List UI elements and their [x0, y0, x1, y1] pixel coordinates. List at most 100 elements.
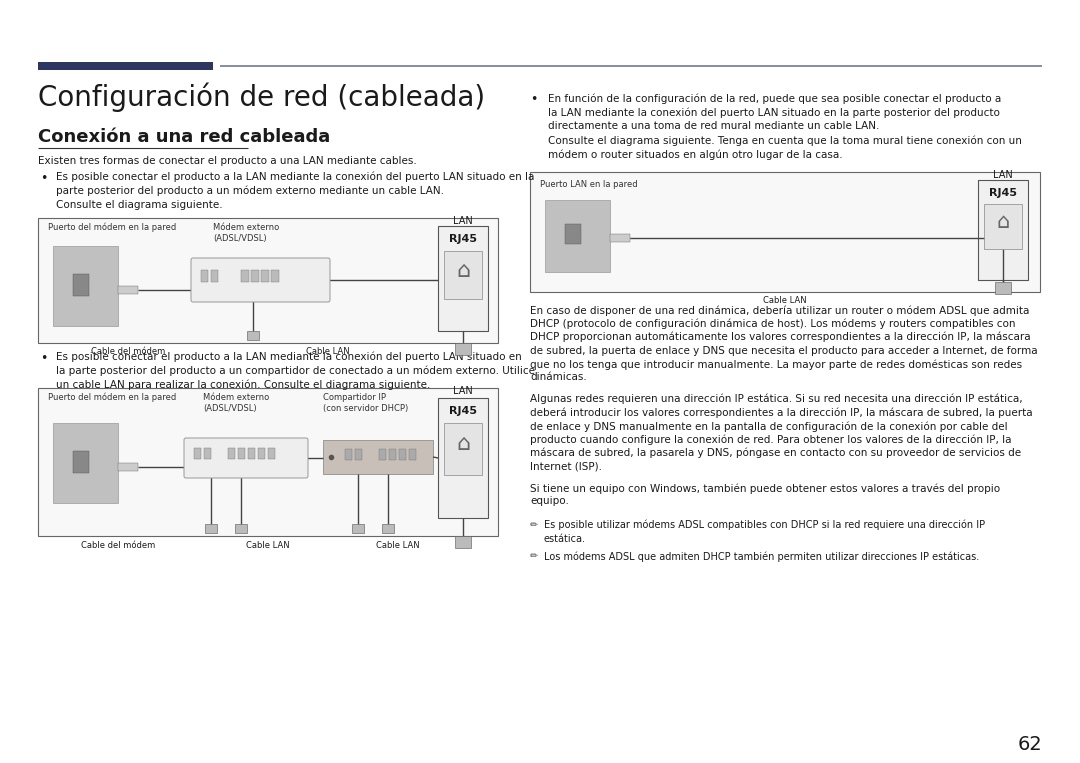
Text: Puerto del módem en la pared: Puerto del módem en la pared: [48, 393, 176, 403]
Bar: [438, 398, 488, 518]
Bar: [258, 448, 265, 459]
Text: •: •: [40, 352, 48, 365]
Bar: [53, 423, 118, 503]
Text: ⌂: ⌂: [456, 261, 470, 281]
Text: directamente a una toma de red mural mediante un cable LAN.: directamente a una toma de red mural med…: [548, 121, 879, 131]
Text: Consulte el diagrama siguiente. Tenga en cuenta que la toma mural tiene conexión: Consulte el diagrama siguiente. Tenga en…: [548, 135, 1022, 146]
Text: la LAN mediante la conexión del puerto LAN situado en la parte posterior del pro: la LAN mediante la conexión del puerto L…: [548, 107, 1000, 118]
Text: estática.: estática.: [544, 533, 586, 543]
Text: dinámicas.: dinámicas.: [530, 372, 586, 382]
Text: Cable del módem: Cable del módem: [91, 347, 165, 356]
Text: En función de la configuración de la red, puede que sea posible conectar el prod: En función de la configuración de la red…: [548, 93, 1001, 104]
Text: RJ45: RJ45: [449, 406, 477, 416]
Bar: [247, 331, 259, 340]
Text: •: •: [530, 93, 538, 106]
Bar: [235, 524, 247, 533]
Bar: [241, 270, 249, 282]
Bar: [73, 274, 89, 296]
Bar: [204, 448, 211, 459]
Bar: [545, 200, 610, 272]
Bar: [444, 251, 482, 299]
Bar: [565, 224, 581, 244]
Bar: [984, 204, 1022, 249]
Text: Los módems ADSL que admiten DHCP también permiten utilizar direcciones IP estáti: Los módems ADSL que admiten DHCP también…: [544, 551, 980, 562]
Bar: [220, 65, 1042, 67]
Bar: [389, 449, 396, 460]
Bar: [38, 388, 498, 536]
FancyBboxPatch shape: [184, 438, 308, 478]
Text: Configuración de red (cableada): Configuración de red (cableada): [38, 82, 485, 111]
Bar: [455, 536, 471, 548]
Bar: [118, 463, 138, 471]
Text: Conexión a una red cableada: Conexión a una red cableada: [38, 128, 330, 146]
Text: (ADSL/VDSL): (ADSL/VDSL): [213, 234, 267, 243]
Bar: [409, 449, 416, 460]
Bar: [382, 524, 394, 533]
Bar: [610, 234, 630, 242]
Text: Consulte el diagrama siguiente.: Consulte el diagrama siguiente.: [56, 200, 222, 210]
Text: equipo.: equipo.: [530, 497, 569, 507]
Text: En caso de disponer de una red dinámica, debería utilizar un router o módem ADSL: En caso de disponer de una red dinámica,…: [530, 305, 1029, 315]
Bar: [251, 270, 259, 282]
Text: Existen tres formas de conectar el producto a una LAN mediante cables.: Existen tres formas de conectar el produ…: [38, 156, 417, 166]
Text: 62: 62: [1017, 735, 1042, 754]
Bar: [530, 172, 1040, 292]
Text: ✏: ✏: [530, 551, 538, 561]
Bar: [238, 448, 245, 459]
Text: LAN: LAN: [454, 216, 473, 226]
Text: Cable LAN: Cable LAN: [307, 347, 350, 356]
Text: Cable LAN: Cable LAN: [376, 541, 420, 550]
Text: LAN: LAN: [994, 170, 1013, 180]
Text: ⌂: ⌂: [997, 212, 1010, 232]
Bar: [271, 270, 279, 282]
Text: un cable LAN para realizar la conexión. Consulte el diagrama siguiente.: un cable LAN para realizar la conexión. …: [56, 380, 430, 391]
Bar: [228, 448, 235, 459]
Bar: [205, 524, 217, 533]
Text: DHCP proporcionan automáticamente los valores correspondientes a la dirección IP: DHCP proporcionan automáticamente los va…: [530, 332, 1030, 343]
Text: parte posterior del producto a un módem externo mediante un cable LAN.: parte posterior del producto a un módem …: [56, 186, 444, 197]
Text: que no los tenga que introducir manualmente. La mayor parte de redes domésticas : que no los tenga que introducir manualme…: [530, 359, 1022, 369]
Bar: [995, 282, 1011, 294]
Text: LAN: LAN: [454, 386, 473, 396]
Text: Cable del módem: Cable del módem: [81, 541, 156, 550]
FancyBboxPatch shape: [191, 258, 330, 302]
Text: •: •: [40, 172, 48, 185]
Text: ✏: ✏: [530, 520, 538, 530]
Text: Es posible utilizar módems ADSL compatibles con DHCP si la red requiere una dire: Es posible utilizar módems ADSL compatib…: [544, 520, 985, 530]
Bar: [438, 226, 488, 331]
Text: la parte posterior del producto a un compartidor de conectado a un módem externo: la parte posterior del producto a un com…: [56, 366, 535, 376]
Bar: [194, 448, 201, 459]
Bar: [118, 286, 138, 294]
Text: (ADSL/VDSL): (ADSL/VDSL): [203, 404, 257, 413]
Bar: [352, 524, 364, 533]
Bar: [201, 270, 208, 282]
Bar: [261, 270, 269, 282]
Bar: [38, 62, 213, 70]
Bar: [53, 246, 118, 326]
Text: Compartidor IP: Compartidor IP: [323, 393, 386, 402]
Bar: [268, 448, 275, 459]
Bar: [399, 449, 406, 460]
Bar: [73, 451, 89, 473]
Text: Módem externo: Módem externo: [213, 223, 280, 232]
Text: módem o router situados en algún otro lugar de la casa.: módem o router situados en algún otro lu…: [548, 149, 842, 159]
Text: DHCP (protocolo de configuración dinámica de host). Los módems y routers compati: DHCP (protocolo de configuración dinámic…: [530, 318, 1015, 329]
Text: (con servidor DHCP): (con servidor DHCP): [323, 404, 408, 413]
Text: RJ45: RJ45: [449, 234, 477, 244]
Text: Es posible conectar el producto a la LAN mediante la conexión del puerto LAN sit: Es posible conectar el producto a la LAN…: [56, 352, 522, 362]
Text: Internet (ISP).: Internet (ISP).: [530, 462, 602, 472]
Text: Si tiene un equipo con Windows, también puede obtener estos valores a través del: Si tiene un equipo con Windows, también …: [530, 483, 1000, 494]
Bar: [379, 449, 386, 460]
Bar: [345, 449, 352, 460]
Bar: [248, 448, 255, 459]
Bar: [978, 180, 1028, 280]
Text: producto cuando configure la conexión de red. Para obtener los valores de la dir: producto cuando configure la conexión de…: [530, 434, 1012, 445]
Text: RJ45: RJ45: [989, 188, 1017, 198]
Text: ⌂: ⌂: [456, 434, 470, 454]
Bar: [38, 218, 498, 343]
Text: máscara de subred, la pasarela y DNS, póngase en contacto con su proveedor de se: máscara de subred, la pasarela y DNS, pó…: [530, 448, 1021, 459]
Bar: [444, 423, 482, 475]
Bar: [323, 440, 433, 474]
Text: Puerto LAN en la pared: Puerto LAN en la pared: [540, 180, 637, 189]
Text: Cable LAN: Cable LAN: [764, 296, 807, 305]
